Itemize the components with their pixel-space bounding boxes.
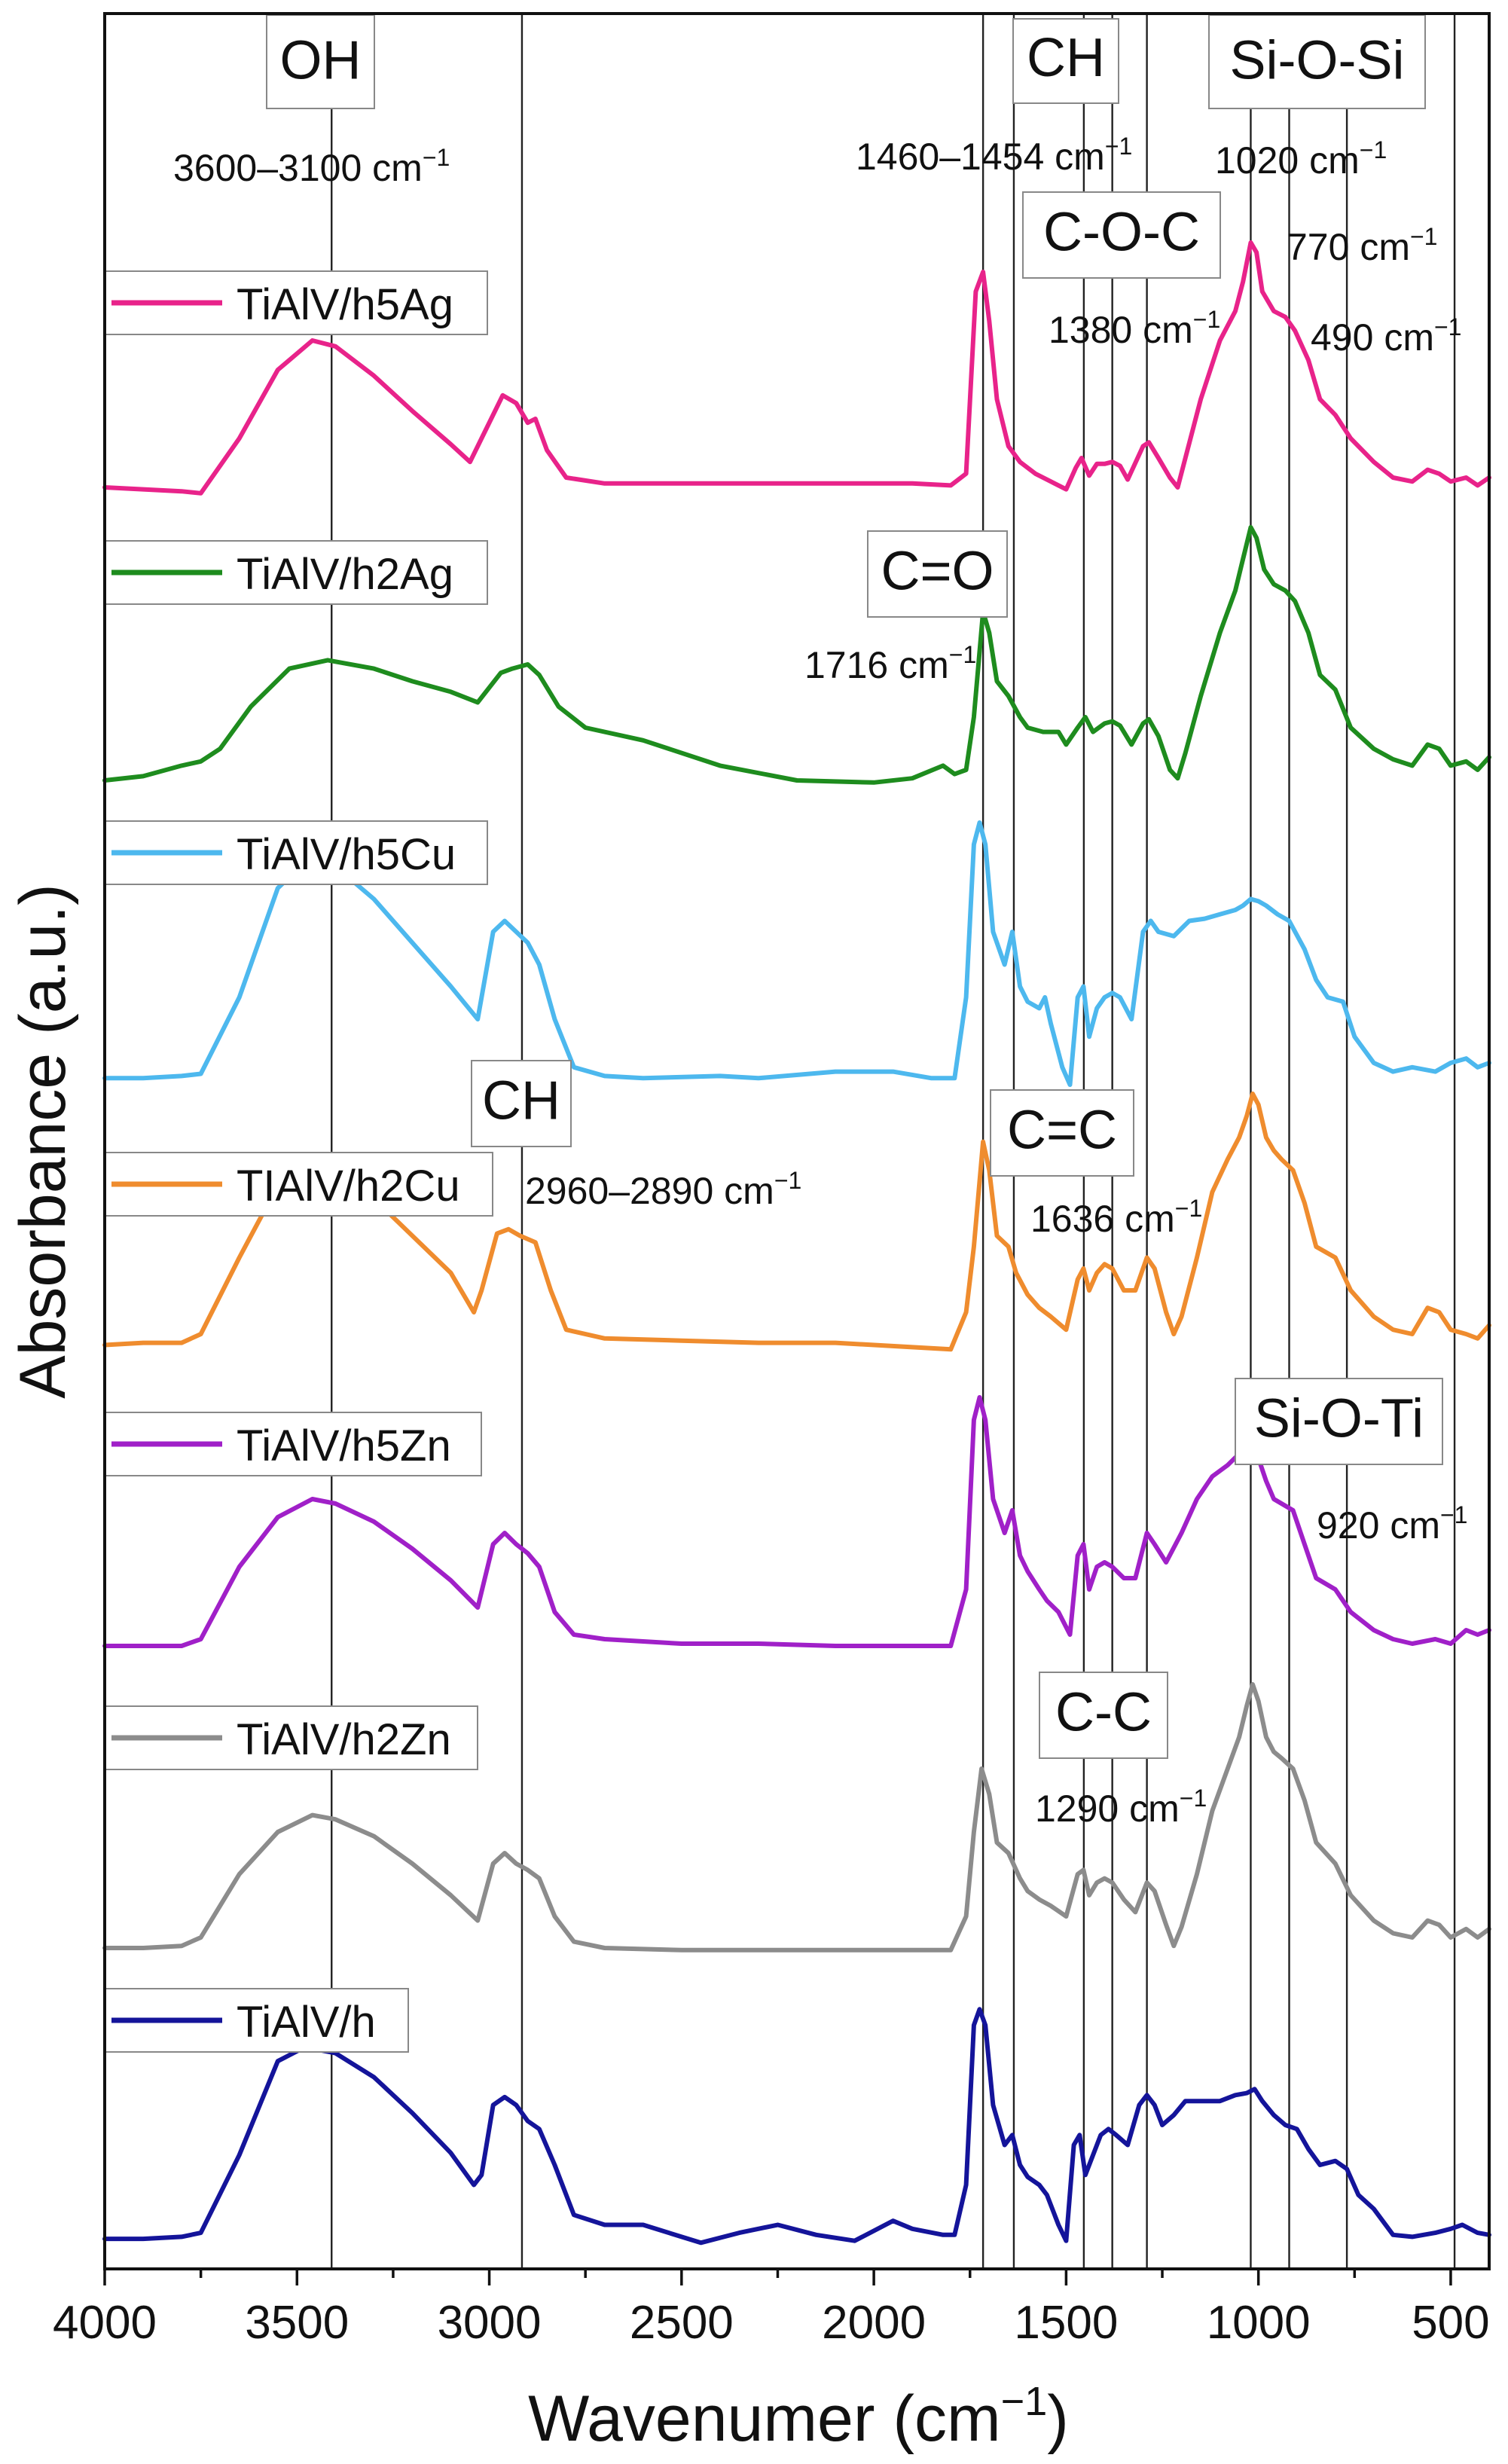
annotation-range-sup-band-490-cm: −1 [1434,313,1461,340]
x-axis-label: Wavenumer (cm−1) [528,2379,1069,2455]
annotation-range-main-band-490-cm: 490 cm [1311,316,1434,359]
annotation-range-c-c-1636-cm: 1636 cm−1 [1030,1195,1202,1240]
annotation-box-oh-3600-3100-cm [266,14,375,109]
series-line-tialv-h2zn [102,1682,1491,1953]
plot-frame [103,12,1491,2270]
annotation-range-ch-1460-1454-cm: 1460–1454 cm−1 [856,133,1132,178]
annotation-range-sup-c-c-1290-cm: −1 [1180,1785,1207,1812]
annotation-range-sup-c-c-1636-cm: −1 [1175,1195,1202,1222]
annotation-group-si-o-si-1020-cm: Si-O-Si [1230,30,1405,90]
annotation-range-ch-2960-2890-cm: 2960–2890 cm−1 [525,1167,801,1212]
annotation-box-c-c-1636-cm [990,1089,1134,1177]
annotation-range-sup-oh-3600-3100-cm: −1 [423,144,450,171]
annotation-range-main-c-o-c-1380-cm: 1380 cm [1049,309,1193,351]
annotation-range-main-si-o-ti-920-cm: 920 cm [1317,1504,1440,1546]
x-tick-label-1000: 1000 [1207,2297,1311,2349]
series-line-tialv-h5cu [102,820,1491,1087]
annotation-box-ch-2960-2890-cm [471,1060,572,1147]
series-line-tialv-h5zn [102,1395,1491,1648]
y-axis-label: Absorbance (a.u.) [7,884,79,1399]
series-line-tialv-h [102,2007,1491,2246]
annotation-group-si-o-ti-920-cm: Si-O-Ti [1254,1389,1424,1449]
annotation-group-ch-1460-1454-cm: CH [1027,28,1105,88]
x-axis: 4000 3500 3000 2500 2000 1500 1000 500 [53,2269,1490,2349]
annotation-group-c-c-1636-cm: C=C [1007,1101,1117,1161]
legend-label-tialv-h5ag: TiAlV/h5Ag [237,280,453,329]
legend-label-tialv-h5zn: TiAlV/h5Zn [237,1421,451,1470]
annotation-range-main-c-o-1716-cm: 1716 cm [804,644,949,686]
annotation-range-main-oh-3600-3100-cm: 3600–3100 cm [173,147,423,189]
annotation-range-c-o-c-1380-cm: 1380 cm−1 [1049,306,1220,351]
x-axis-label-main: Wavenumer (cm [528,2383,1001,2455]
annotation-range-main-c-c-1290-cm: 1290 cm [1035,1788,1180,1830]
x-tick-label-3500: 3500 [245,2297,349,2349]
legend-label-tialv-h2ag: TiAlV/h2Ag [237,550,453,599]
annotation-range-si-o-si-1020-cm: 1020 cm−1 [1215,136,1387,182]
x-axis-label-tail: ) [1047,2383,1069,2455]
series-line-tialv-h2ag [102,525,1491,785]
annotation-group-ch-2960-2890-cm: CH [482,1071,560,1131]
annotation-range-sup-ch-2960-2890-cm: −1 [774,1167,801,1194]
annotation-range-main-ch-1460-1454-cm: 1460–1454 cm [856,136,1105,178]
annotation-box-c-o-1716-cm [867,530,1008,618]
annotation-range-main-si-o-si-1020-cm: 1020 cm [1215,139,1360,182]
annotation-group-oh-3600-3100-cm: OH [280,30,362,90]
annotation-group-c-o-c-1380-cm: C-O-C [1043,203,1200,263]
annotation-box-si-o-si-1020-cm [1208,14,1426,109]
annotation-group-c-o-1716-cm: C=O [881,542,994,602]
annotation-box-c-c-1290-cm [1039,1672,1168,1759]
legend-label-tialv-h2zn: TiAlV/h2Zn [237,1715,451,1764]
series-layer [102,240,1491,2246]
annotation-range-main-c-c-1636-cm: 1636 cm [1030,1198,1175,1240]
annotation-range-band-490-cm: 490 cm−1 [1311,313,1461,359]
annotation-box-c-o-c-1380-cm [1022,191,1221,279]
annotation-range-si-o-ti-920-cm: 920 cm−1 [1317,1501,1467,1546]
annotation-range-main-ch-2960-2890-cm: 2960–2890 cm [525,1170,774,1212]
annotation-range-sup-si-o-si-1020-cm: −1 [1360,136,1387,163]
annotation-range-sup-c-o-c-1380-cm: −1 [1193,306,1220,333]
series-line-tialv-h2cu [102,1092,1491,1352]
x-tick-label-3000: 3000 [438,2297,542,2349]
annotation-box-ch-1460-1454-cm [1012,18,1119,104]
legend-layer: TiAlV/h5Ag TiAlV/h2Ag TiAlV/h5Cu TIAlV/h2Cu… [104,270,493,2053]
legend-label-tialv-h: TiAlV/h [237,1998,376,2047]
annotation-range-oh-3600-3100-cm: 3600–3100 cm−1 [173,144,450,189]
x-tick-label-4000: 4000 [53,2297,157,2349]
annotation-box-si-o-ti-920-cm [1235,1378,1443,1465]
annotation-range-c-c-1290-cm: 1290 cm−1 [1035,1785,1207,1830]
annotation-range-band-770-cm: 770 cm−1 [1287,223,1437,268]
series-line-tialv-h5ag [102,240,1491,496]
annotation-range-c-o-1716-cm: 1716 cm−1 [804,641,976,686]
legend-box-tialv-h5ag [104,270,488,335]
annotation-range-main-band-770-cm: 770 cm [1287,226,1410,268]
legend-label-tialv-h2cu: TIAlV/h2Cu [237,1162,460,1211]
x-tick-label-1500: 1500 [1014,2297,1118,2349]
x-axis-label-sup: −1 [1001,2379,1048,2424]
annotation-group-c-c-1290-cm: C-C [1055,1683,1152,1743]
annotation-range-sup-c-o-1716-cm: −1 [949,641,976,668]
annotation-range-sup-band-770-cm: −1 [1410,223,1437,250]
legend-label-tialv-h5cu: TiAlV/h5Cu [237,830,456,879]
x-tick-label-500: 500 [1412,2297,1489,2349]
x-tick-label-2000: 2000 [822,2297,926,2349]
x-tick-label-2500: 2500 [630,2297,734,2349]
annotation-range-sup-si-o-ti-920-cm: −1 [1440,1501,1467,1528]
annotation-range-sup-ch-1460-1454-cm: −1 [1105,133,1132,160]
